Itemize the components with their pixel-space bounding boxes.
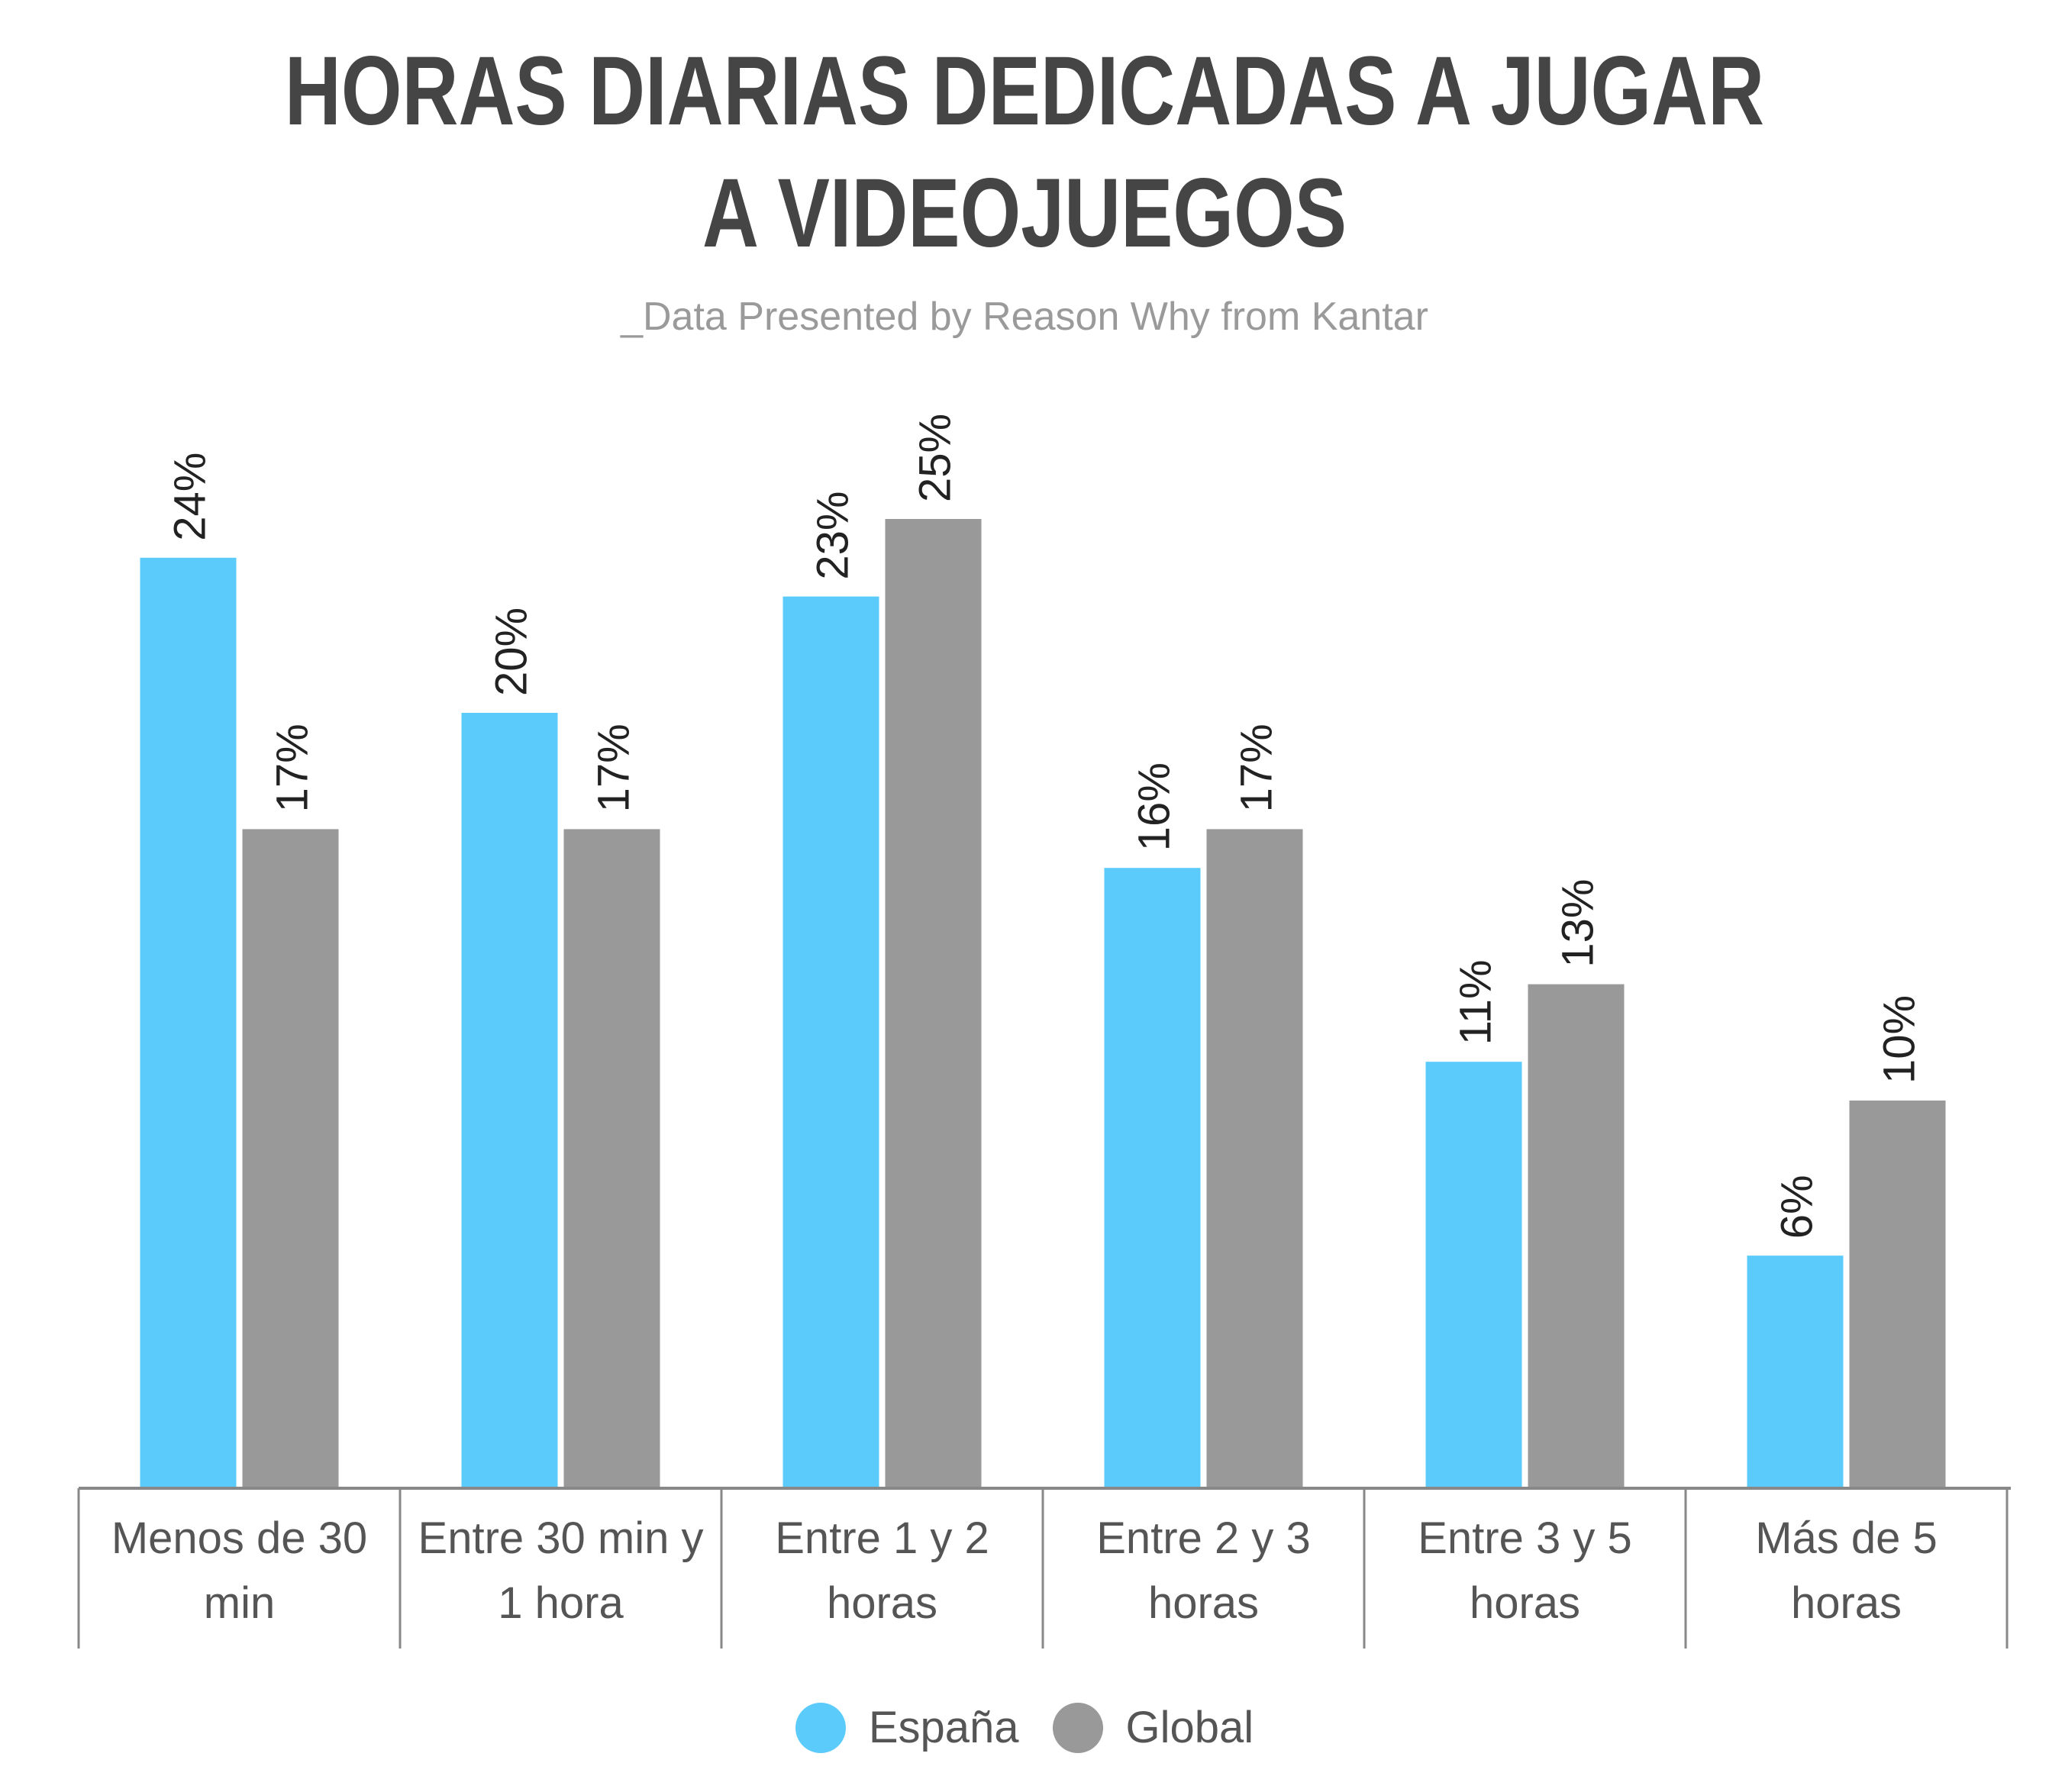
chart-legend: España Global	[0, 1702, 2049, 1753]
chart-title-line-2: A VIDEOJUEGOS	[702, 159, 1347, 268]
chart-subtitle: _Data Presented by Reason Why from Kanta…	[621, 295, 1428, 339]
legend-item-espana: España	[795, 1702, 1019, 1753]
data-label-espana-1: 20%	[487, 608, 537, 696]
legend-item-global: Global	[1052, 1702, 1254, 1753]
bar-global-4	[1528, 984, 1625, 1488]
data-label-global-5: 10%	[1875, 995, 1925, 1084]
bar-espana-3	[1104, 868, 1201, 1488]
category-label-5-line-1: horas	[1791, 1578, 1902, 1628]
data-label-espana-2: 23%	[808, 492, 858, 580]
category-label-4-line-1: horas	[1470, 1578, 1580, 1628]
legend-label-global: Global	[1125, 1703, 1254, 1752]
data-label-espana-0: 24%	[166, 453, 215, 541]
bar-espana-4	[1425, 1062, 1522, 1488]
category-label-3-line-0: Entre 2 y 3	[1096, 1513, 1310, 1563]
data-label-global-3: 17%	[1232, 724, 1282, 812]
data-label-espana-4: 11%	[1451, 959, 1501, 1045]
category-label-2-line-0: Entre 1 y 2	[775, 1513, 989, 1563]
data-label-global-0: 17%	[268, 724, 318, 812]
data-label-global-4: 13%	[1554, 879, 1603, 968]
bar-global-3	[1206, 829, 1303, 1488]
category-label-1-line-1: 1 hora	[498, 1578, 624, 1628]
data-label-espana-3: 16%	[1130, 762, 1179, 851]
category-label-0-line-0: Menos de 30	[111, 1513, 367, 1563]
data-label-global-2: 25%	[911, 414, 960, 502]
category-label-3-line-1: horas	[1148, 1578, 1259, 1628]
bar-espana-1	[461, 713, 558, 1488]
bar-global-0	[242, 829, 339, 1488]
category-label-5-line-0: Más de 5	[1755, 1513, 1938, 1563]
legend-swatch-global	[1052, 1702, 1103, 1753]
data-label-espana-5: 6%	[1773, 1175, 1822, 1239]
data-label-global-1: 17%	[589, 724, 639, 812]
bar-espana-2	[782, 596, 879, 1488]
legend-swatch-espana	[795, 1702, 846, 1753]
bar-espana-5	[1747, 1255, 1844, 1488]
category-label-4-line-0: Entre 3 y 5	[1418, 1513, 1631, 1563]
category-label-1-line-0: Entre 30 min y	[418, 1513, 704, 1563]
bar-global-5	[1849, 1101, 1946, 1488]
chart-title-line-1: HORAS DIARIAS DEDICADAS A JUGAR	[284, 37, 1765, 146]
category-label-0-line-1: min	[204, 1578, 275, 1628]
bar-espana-0	[140, 557, 237, 1488]
bar-global-1	[563, 829, 660, 1488]
category-label-2-line-1: horas	[827, 1578, 937, 1628]
bar-global-2	[885, 519, 982, 1488]
legend-label-espana: España	[868, 1703, 1019, 1752]
